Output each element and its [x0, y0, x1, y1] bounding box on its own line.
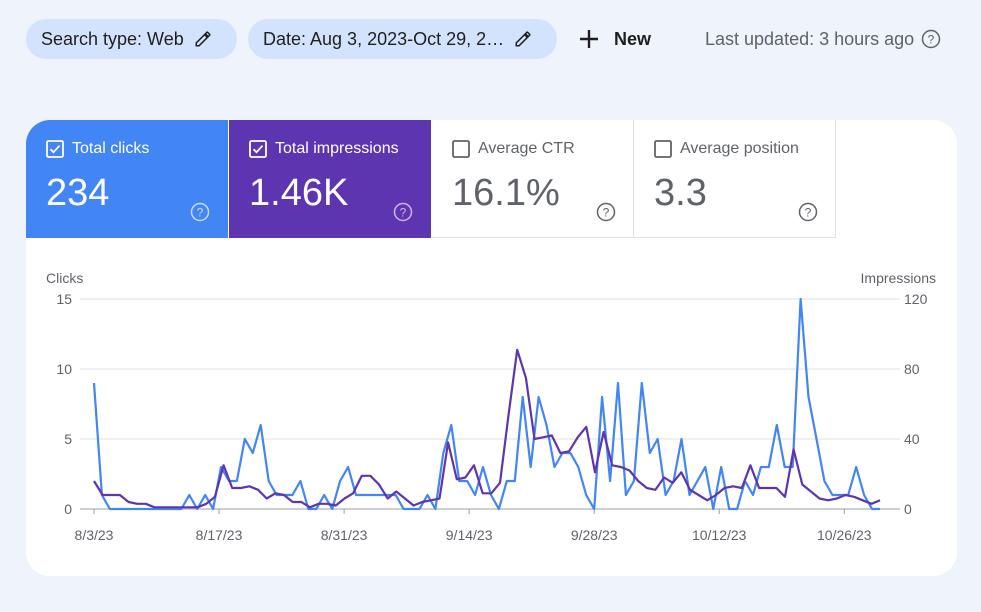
last-updated-text: Last updated: 3 hours ago	[705, 28, 915, 49]
metric-label: Average position	[680, 140, 799, 157]
plus-icon	[578, 28, 600, 50]
metric-label: Total clicks	[72, 140, 150, 157]
metric-average-position[interactable]: Average position 3.3 ?	[634, 120, 836, 238]
date-chip[interactable]: Date: Aug 3, 2023-Oct 29, 2…	[248, 19, 557, 59]
x-tick-label: 9/14/23	[446, 527, 493, 543]
right-tick-label: 120	[904, 291, 928, 307]
date-label: Date: Aug 3, 2023-Oct 29, 2…	[263, 28, 505, 49]
metric-average-ctr[interactable]: Average CTR 16.1% ?	[432, 120, 634, 238]
metric-value: 234	[46, 172, 110, 214]
x-tick-label: 8/17/23	[196, 527, 243, 543]
x-tick-label: 8/3/23	[75, 527, 114, 543]
new-label: New	[614, 28, 652, 49]
svg-text:?: ?	[603, 206, 610, 220]
help-icon[interactable]: ?	[190, 202, 210, 222]
pencil-icon	[514, 30, 532, 48]
right-axis-title: Impressions	[861, 270, 936, 286]
left-tick-label: 0	[64, 501, 72, 517]
left-tick-label: 5	[64, 431, 72, 447]
metric-label: Total impressions	[275, 140, 399, 157]
right-tick-label: 40	[904, 431, 920, 447]
help-icon[interactable]: ?	[798, 202, 818, 222]
metric-value: 3.3	[654, 172, 707, 214]
clicks-series-line	[92, 297, 880, 511]
svg-text:?: ?	[805, 206, 812, 220]
x-tick-label: 9/28/23	[571, 527, 618, 543]
search-type-chip[interactable]: Search type: Web	[26, 19, 237, 59]
svg-text:?: ?	[400, 206, 407, 220]
right-tick-label: 80	[904, 361, 920, 377]
left-axis-title: Clicks	[46, 270, 83, 286]
metric-total-clicks[interactable]: Total clicks 234 ?	[26, 120, 228, 238]
help-icon[interactable]: ?	[596, 202, 616, 222]
svg-text:?: ?	[197, 206, 204, 220]
right-tick-label: 0	[904, 501, 912, 517]
last-updated: Last updated: 3 hours ago ?	[705, 19, 941, 59]
checkbox-checked-icon[interactable]	[249, 140, 267, 158]
x-tick-label: 10/12/23	[692, 527, 747, 543]
help-icon[interactable]: ?	[921, 29, 941, 49]
checkbox-unchecked-icon[interactable]	[654, 140, 672, 158]
search-type-label: Search type: Web	[41, 28, 184, 49]
left-tick-label: 15	[56, 291, 72, 307]
svg-text:?: ?	[928, 33, 935, 47]
new-filter-button[interactable]: New	[578, 19, 651, 59]
x-tick-label: 8/31/23	[321, 527, 368, 543]
metric-total-impressions[interactable]: Total impressions 1.46K ?	[229, 120, 431, 238]
impressions-series-line	[93, 348, 881, 509]
metric-label: Average CTR	[478, 140, 575, 157]
x-tick-label: 10/26/23	[817, 527, 872, 543]
checkbox-unchecked-icon[interactable]	[452, 140, 470, 158]
left-tick-label: 10	[56, 361, 72, 377]
metric-value: 16.1%	[452, 172, 560, 214]
performance-card: Total clicks 234 ? Total impressions 1.4…	[26, 120, 957, 576]
help-icon[interactable]: ?	[393, 202, 413, 222]
pencil-icon	[194, 30, 212, 48]
checkbox-checked-icon[interactable]	[46, 140, 64, 158]
metric-value: 1.46K	[249, 172, 349, 214]
